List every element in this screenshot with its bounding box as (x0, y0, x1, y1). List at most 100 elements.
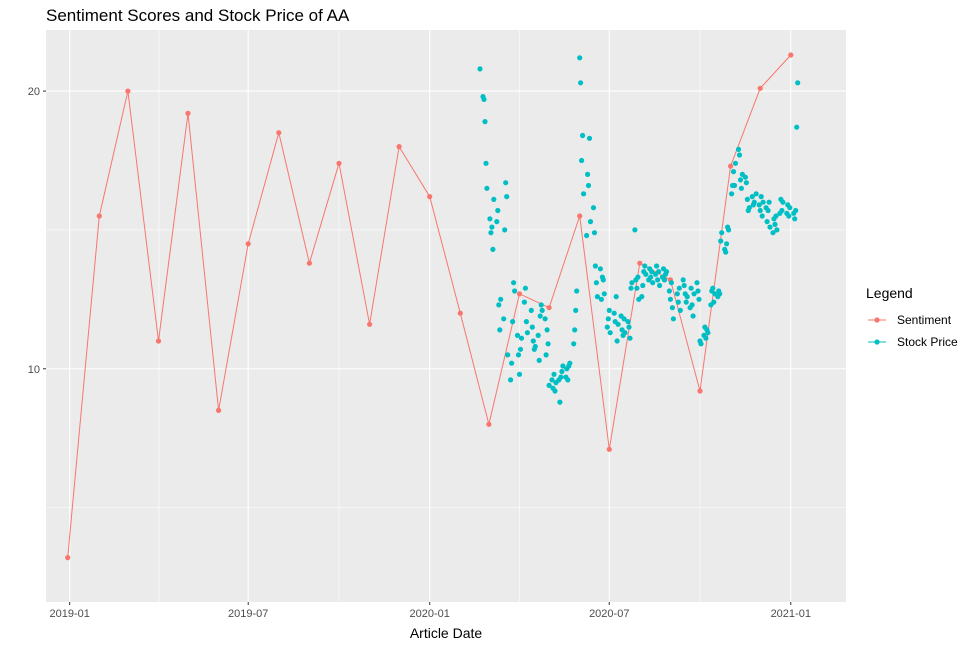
stock-price-point (551, 371, 557, 377)
stock-price-point (559, 368, 565, 375)
sentiment-point (606, 446, 612, 452)
sentiment-point (96, 213, 102, 219)
stock-price-point (756, 202, 762, 208)
stock-price-point (545, 341, 551, 347)
stock-price-point (593, 280, 600, 286)
stock-price-point (488, 230, 494, 236)
sentiment-point (788, 52, 794, 58)
legend-key-point (874, 339, 880, 345)
legend-item-stock-price: Stock Price (868, 335, 958, 349)
stock-price-point (680, 277, 686, 283)
sentiment-point (577, 213, 583, 219)
stock-price-point (489, 224, 495, 230)
stock-price-point (683, 299, 689, 305)
sentiment-point (486, 421, 492, 427)
stock-price-point (669, 305, 676, 311)
stock-price-point (482, 119, 488, 125)
stock-price-point (605, 316, 611, 322)
sentiment-point (396, 144, 402, 150)
stock-price-point (496, 302, 502, 308)
stock-price-point (572, 327, 578, 333)
sentiment-point (516, 291, 523, 297)
stock-price-point (737, 177, 744, 183)
legend-title: Legend (866, 285, 913, 301)
x-tick-label: 2019-07 (228, 608, 268, 620)
stock-price-point (487, 216, 493, 222)
stock-price-point (786, 213, 792, 219)
stock-price-point (718, 238, 724, 244)
stock-price-point (723, 249, 729, 255)
stock-price-series (477, 55, 801, 405)
stock-price-point (614, 338, 620, 344)
stock-price-point (509, 360, 515, 366)
stock-price-point (607, 330, 613, 336)
stock-price-point (528, 307, 534, 313)
sentiment-point (65, 555, 71, 561)
stock-price-point (731, 182, 738, 189)
stock-price-point (537, 313, 543, 319)
stock-price-point (613, 294, 619, 300)
stock-price-point (542, 316, 548, 322)
stock-price-point (558, 374, 564, 380)
stock-price-point (590, 205, 597, 211)
sentiment-point (306, 260, 312, 266)
stock-price-point (742, 174, 749, 180)
stock-price-point (557, 399, 563, 405)
sentiment-point (757, 85, 763, 91)
stock-price-point (694, 280, 700, 286)
stock-price-point (505, 352, 511, 358)
stock-price-point (736, 152, 743, 158)
x-tick-label: 2020-07 (589, 608, 629, 620)
stock-price-point (552, 388, 558, 394)
sentiment-point (216, 407, 222, 413)
stock-price-point (772, 221, 778, 227)
stock-price-point (648, 274, 654, 280)
sentiment-point (427, 194, 433, 200)
stock-price-point (578, 80, 584, 86)
stock-price-point (504, 194, 510, 200)
stock-price-point (585, 171, 591, 177)
stock-price-point (615, 321, 621, 327)
stock-price-point (746, 205, 752, 211)
stock-price-point (657, 282, 663, 289)
stock-price-point (598, 296, 605, 302)
stock-price-point (668, 280, 675, 286)
legend-key-point (874, 317, 880, 323)
sentiment-point (276, 130, 282, 136)
stock-price-point (666, 288, 673, 294)
sentiment-point (336, 160, 342, 166)
stock-price-point (767, 224, 773, 230)
stock-price-point (670, 316, 677, 322)
stock-price-point (724, 241, 730, 247)
stock-price-point (757, 207, 763, 214)
stock-price-point (591, 230, 598, 236)
stock-price-point (654, 263, 660, 269)
stock-price-point (759, 213, 765, 219)
stock-price-point (795, 80, 801, 86)
major-gridlines (46, 30, 846, 602)
stock-price-point (549, 377, 555, 383)
stock-price-point (698, 341, 704, 347)
sentiment-point (697, 388, 703, 394)
stock-price-point (585, 182, 592, 189)
stock-price-point (580, 132, 586, 139)
stock-price-point (691, 291, 697, 297)
stock-price-point (688, 285, 694, 291)
stock-price-point (753, 191, 759, 197)
stock-price-point (539, 307, 545, 313)
stock-price-point (625, 319, 631, 325)
stock-price-point (765, 207, 771, 214)
stock-price-point (719, 230, 725, 236)
stock-price-point (481, 96, 487, 102)
stock-price-point (524, 330, 531, 336)
stock-price-point (515, 352, 522, 358)
stock-price-point (494, 219, 500, 225)
sentiment-point (546, 305, 552, 311)
stock-price-point (502, 227, 508, 233)
stock-price-point (574, 288, 580, 294)
stock-price-point (758, 194, 764, 200)
stock-price-point (604, 324, 610, 330)
y-axis: 102030 (28, 86, 46, 376)
stock-price-point (642, 263, 648, 269)
